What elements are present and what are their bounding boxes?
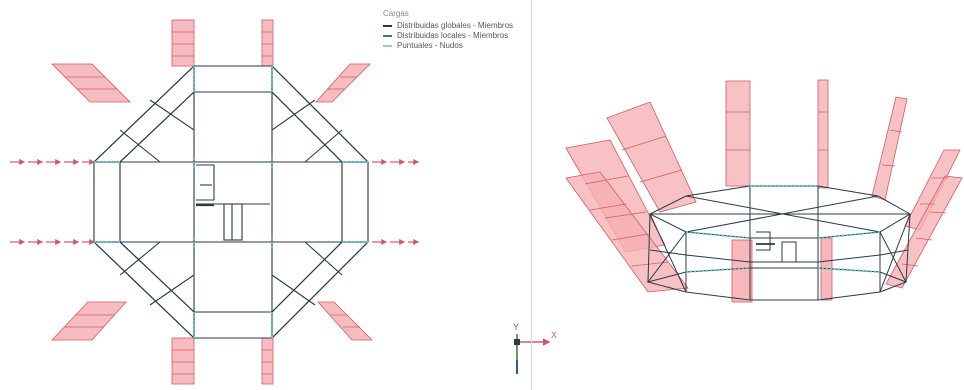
iso-load-panel-left-lower — [565, 171, 689, 293]
legend-label-point: Puntuales - Nudos — [397, 41, 463, 50]
iso-load-subdivisions — [584, 111, 948, 267]
axis-triad — [514, 334, 551, 374]
legend-label-global: Distribuidas globales - Miembros — [397, 21, 514, 30]
plan-load-subdivisions — [64, 31, 360, 375]
load-panel-sw — [51, 301, 127, 341]
iso-load-panel-left-upper — [606, 101, 697, 213]
legend-swatch-global — [383, 25, 392, 27]
legend-swatch-point — [383, 45, 392, 47]
iso-nodes — [685, 185, 881, 273]
plan-nodes — [94, 66, 368, 338]
iso-load-panel-front-left — [731, 239, 753, 303]
loads-legend: Cargas Distribuidas globales - Miembros … — [383, 9, 513, 51]
plan-distributed-loads — [51, 19, 373, 385]
plan-structural-members — [93, 65, 369, 339]
iso-load-panel-center-right — [817, 79, 829, 189]
iso-distributed-loads — [565, 79, 963, 303]
load-panel-top-right — [261, 19, 274, 67]
load-panel-bottom-right — [261, 337, 274, 385]
load-panel-ne — [315, 63, 371, 103]
axis-y-label: Y — [513, 322, 520, 332]
legend-swatch-local — [383, 35, 392, 37]
load-panel-top-left — [171, 19, 195, 67]
legend-title: Cargas — [383, 9, 409, 18]
legend-label-local: Distribuidas locales - Miembros — [397, 31, 509, 40]
load-panel-se — [317, 301, 373, 341]
view-divider — [531, 0, 532, 390]
plan-load-arrows — [10, 159, 420, 245]
iso-load-panel-right-upper — [871, 96, 908, 201]
load-panel-nw — [51, 63, 131, 103]
legend-item-point-loads: Puntuales - Nudos — [383, 41, 513, 51]
legend-item-local-distributed: Distribuidas locales - Miembros — [383, 31, 513, 41]
axis-x-label: X — [551, 330, 558, 340]
legend-item-global-distributed: Distribuidas globales - Miembros — [383, 21, 513, 31]
iso-load-panel-center-left — [725, 80, 751, 187]
iso-load-panel-right-lower — [885, 175, 963, 289]
load-panel-bottom-left — [171, 337, 195, 385]
